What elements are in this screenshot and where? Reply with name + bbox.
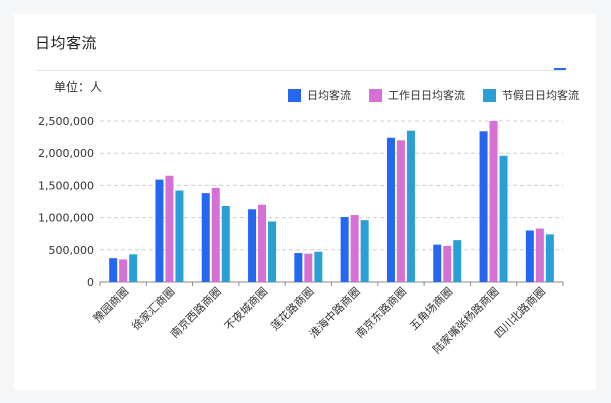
x-tick-label: 徐家汇商圈 bbox=[129, 284, 178, 333]
bar-1 bbox=[155, 179, 164, 282]
bar-3 bbox=[453, 240, 462, 282]
bar-2 bbox=[396, 140, 405, 282]
bar-3 bbox=[406, 130, 415, 282]
bar-3 bbox=[268, 221, 277, 282]
legend-swatch-daily bbox=[288, 88, 301, 102]
bar-2 bbox=[350, 215, 359, 282]
title-divider bbox=[35, 70, 565, 71]
y-tick-label: 0 bbox=[87, 276, 94, 289]
legend-label-holiday: 节假日日均客流 bbox=[502, 89, 579, 102]
bar-1 bbox=[479, 131, 488, 282]
bar-1 bbox=[109, 258, 118, 282]
bar-3 bbox=[175, 190, 184, 282]
legend-label-workday: 工作日日均客流 bbox=[388, 89, 465, 102]
bar-1 bbox=[340, 216, 349, 282]
bar-3 bbox=[221, 206, 230, 282]
bar-1 bbox=[525, 230, 534, 282]
bar-2 bbox=[258, 204, 267, 282]
y-tick-label: 2,500,000 bbox=[38, 115, 94, 128]
bar-1 bbox=[294, 253, 303, 282]
tab-indicator bbox=[554, 68, 566, 70]
page-title: 日均客流 bbox=[35, 34, 98, 52]
bar-1 bbox=[248, 209, 257, 282]
y-tick-label: 500,000 bbox=[49, 244, 95, 257]
chart-card: 日均客流 单位：人 日均客流 工作日日均客流 节假日日均客流 bbox=[14, 14, 596, 390]
bar-1 bbox=[201, 193, 210, 282]
bar-2 bbox=[304, 253, 313, 282]
bar-2 bbox=[119, 259, 128, 282]
bar-3 bbox=[314, 251, 323, 282]
bar-3 bbox=[545, 234, 554, 282]
y-tick-label: 2,000,000 bbox=[38, 147, 94, 160]
bar-2 bbox=[211, 187, 220, 282]
y-tick-label: 1,500,000 bbox=[38, 179, 94, 192]
bar-2 bbox=[489, 121, 498, 282]
x-tick-label: 不夜城商圈 bbox=[221, 284, 270, 333]
bar-2 bbox=[443, 245, 452, 282]
bar-3 bbox=[360, 220, 369, 282]
legend-item-workday[interactable]: 工作日日均客流 bbox=[369, 87, 465, 103]
bar-3 bbox=[129, 254, 138, 282]
chart-legend: 日均客流 工作日日均客流 节假日日均客流 bbox=[270, 87, 579, 103]
legend-item-daily[interactable]: 日均客流 bbox=[288, 87, 351, 103]
bar-3 bbox=[499, 155, 508, 282]
bar-2 bbox=[535, 228, 544, 282]
x-tick-label: 五角场商圈 bbox=[407, 284, 456, 333]
bar-2 bbox=[165, 175, 174, 282]
legend-label-daily: 日均客流 bbox=[307, 89, 351, 102]
unit-label: 单位：人 bbox=[54, 80, 103, 94]
y-tick-label: 1,000,000 bbox=[38, 212, 94, 225]
bar-1 bbox=[433, 244, 442, 282]
legend-item-holiday[interactable]: 节假日日均客流 bbox=[483, 87, 579, 103]
x-tick-label: 豫园商圈 bbox=[90, 284, 131, 325]
legend-swatch-holiday bbox=[483, 88, 496, 102]
x-tick-label: 莲花路商圈 bbox=[268, 284, 317, 333]
bar-1 bbox=[386, 137, 395, 282]
legend-swatch-workday bbox=[369, 88, 382, 102]
